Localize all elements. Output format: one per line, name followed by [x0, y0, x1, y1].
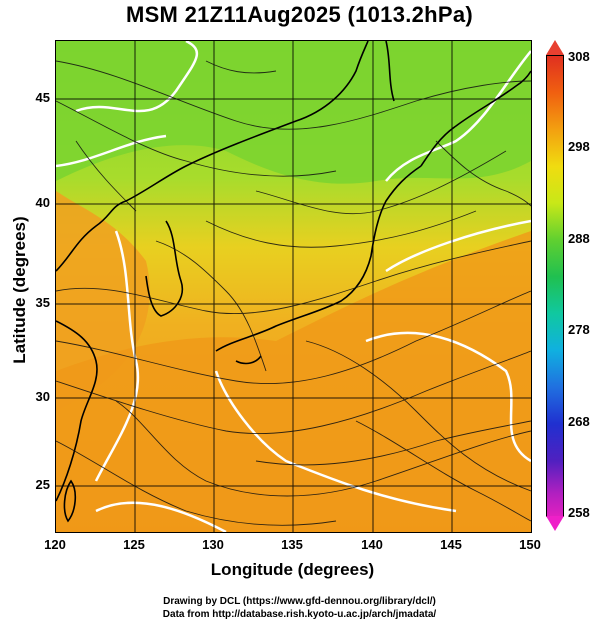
- map-title: MSM 21Z11Aug2025 (1013.2hPa): [125, 2, 474, 27]
- colorbar-tick-label: 298: [568, 139, 590, 154]
- colorbar-tick-label: 308: [568, 49, 590, 64]
- x-axis-label: Longitude (degrees): [210, 560, 375, 579]
- x-tick-label: 125: [123, 537, 145, 552]
- colorbar: [546, 55, 564, 517]
- x-tick-label: 150: [519, 537, 541, 552]
- x-tick-label: 135: [281, 537, 303, 552]
- x-tick-label: 140: [361, 537, 383, 552]
- x-tick-label: 130: [202, 537, 224, 552]
- colorbar-top-arrow: [546, 40, 564, 55]
- x-tick-label: 145: [440, 537, 462, 552]
- y-axis-label: Latitude (degrees): [10, 216, 29, 364]
- x-tick-label: 120: [44, 537, 66, 552]
- colorbar-bottom-arrow: [546, 516, 564, 531]
- colorbar-tick-label: 258: [568, 505, 590, 520]
- colorbar-tick-label: 278: [568, 322, 590, 337]
- y-tick-label: 45: [35, 90, 50, 105]
- y-tick-label: 25: [35, 477, 50, 492]
- map-svg: [56, 41, 531, 532]
- map-plot-area[interactable]: [55, 40, 532, 533]
- credit-data: Data from http://database.rish.kyoto-u.a…: [162, 609, 437, 620]
- colorbar-tick-label: 268: [568, 414, 590, 429]
- isotherm-contours: [56, 41, 531, 532]
- y-tick-label: 30: [35, 389, 50, 404]
- credit-drawing: Drawing by DCL (https://www.gfd-dennou.o…: [163, 596, 436, 607]
- y-tick-label: 40: [35, 195, 50, 210]
- colorbar-tick-label: 288: [568, 231, 590, 246]
- y-tick-label: 35: [35, 295, 50, 310]
- streamlines: [56, 60, 531, 526]
